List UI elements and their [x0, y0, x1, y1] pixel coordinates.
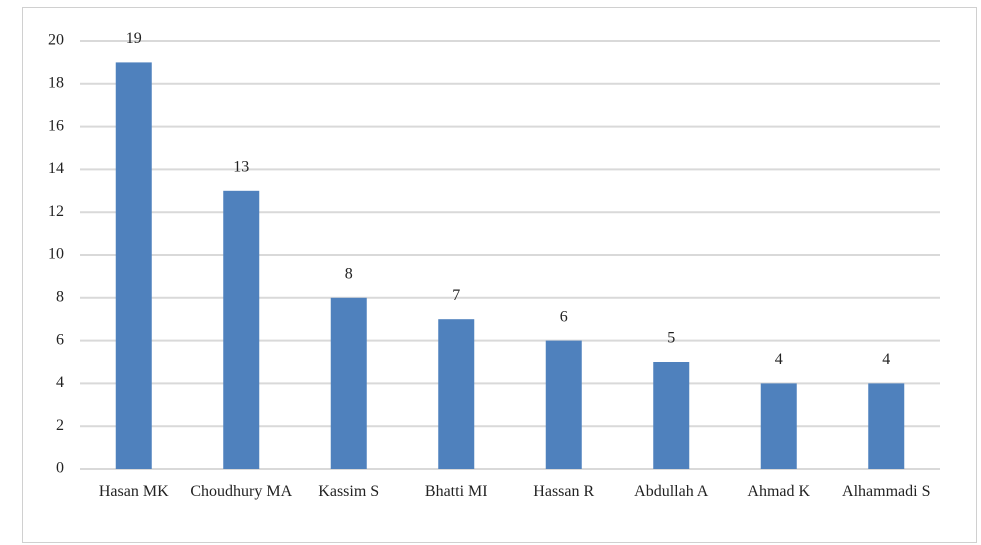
x-tick-label-box: Ahmad K [747, 483, 811, 500]
x-tick-label: Choudhury MA [190, 483, 293, 500]
bar [438, 319, 475, 469]
bar [115, 62, 152, 470]
x-tick-label-box: Bhatti MI [424, 483, 488, 500]
x-tick-label-box: Abdullah A [634, 483, 709, 500]
bar [545, 340, 582, 469]
chart-frame [22, 7, 977, 543]
bar [760, 383, 797, 469]
x-tick-label: Ahmad K [747, 483, 811, 500]
bar [653, 362, 690, 469]
bar [330, 297, 367, 469]
x-tick-label: Alhammadi S [842, 483, 931, 500]
y-tick-label: 0 [56, 460, 64, 477]
y-tick-label: 10 [48, 246, 64, 263]
y-tick-label: 12 [48, 203, 64, 220]
x-tick-label-box: Choudhury MA [190, 483, 293, 500]
data-label: 7 [452, 287, 460, 304]
x-tick-label-box: Alhammadi S [842, 483, 931, 500]
x-tick-label: Hassan R [533, 483, 595, 500]
y-tick-label: 20 [48, 32, 64, 49]
y-tick-label: 16 [48, 117, 64, 134]
data-label: 4 [775, 351, 783, 368]
x-tick-label-box: Hassan R [533, 483, 595, 500]
y-tick-label: 2 [56, 417, 64, 434]
y-tick-label: 4 [56, 374, 64, 391]
data-label: 5 [667, 330, 675, 347]
data-label: 19 [126, 30, 142, 47]
y-tick-label: 14 [48, 160, 64, 177]
data-label: 4 [882, 351, 890, 368]
y-tick-label: 8 [56, 288, 64, 305]
bar [223, 190, 260, 470]
data-label: 6 [560, 308, 568, 325]
y-tick-label: 6 [56, 331, 64, 348]
bar [868, 383, 905, 469]
x-tick-label: Hasan MK [98, 483, 169, 500]
x-tick-label: Abdullah A [634, 483, 709, 500]
data-label: 13 [233, 158, 249, 175]
x-tick-label: Kassim S [318, 483, 380, 500]
x-tick-label-box: Kassim S [318, 483, 380, 500]
x-tick-label-box: Hasan MK [98, 483, 169, 500]
x-tick-label: Bhatti MI [424, 483, 488, 500]
y-tick-label: 18 [48, 74, 64, 91]
data-label: 8 [345, 265, 353, 282]
